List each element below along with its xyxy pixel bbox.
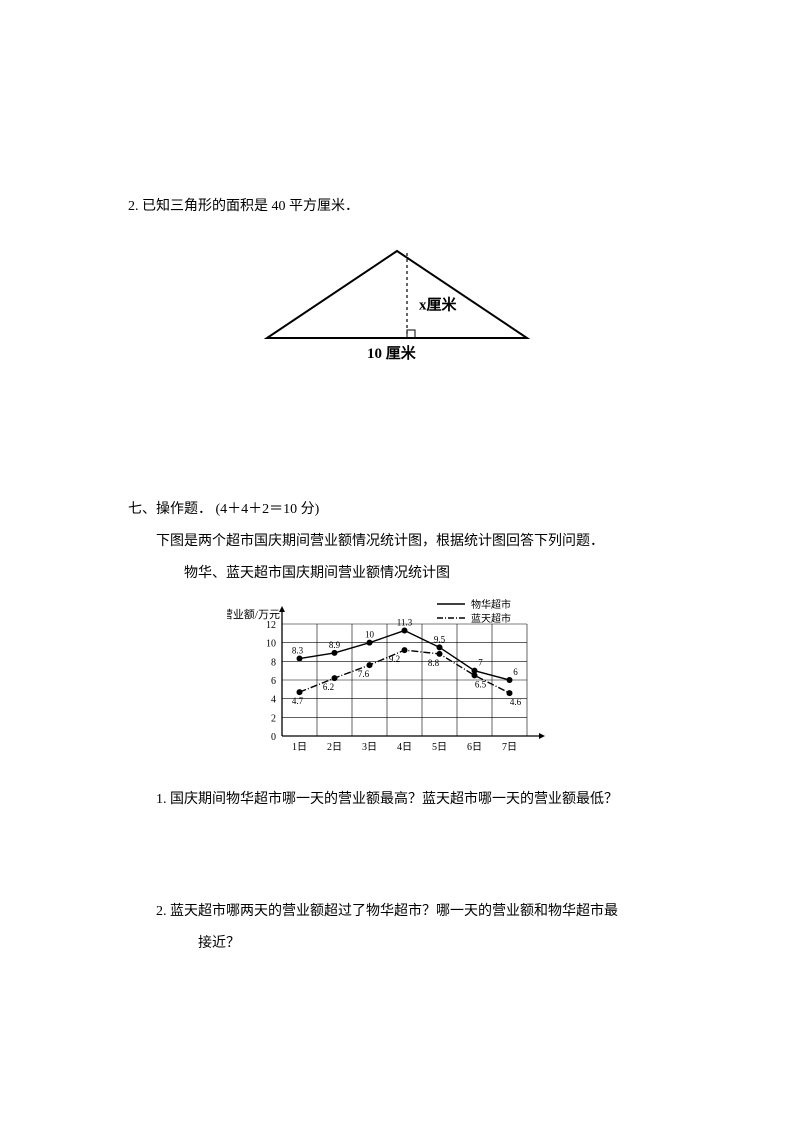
triangle-figure: x厘米 10 厘米 — [128, 243, 665, 378]
svg-text:4.7: 4.7 — [291, 696, 303, 706]
svg-text:2: 2 — [271, 713, 276, 724]
svg-text:10 厘米: 10 厘米 — [367, 344, 417, 362]
svg-text:4日: 4日 — [397, 742, 412, 753]
line-chart: 物华超市蓝天超市 营业额/万元 0 2 4 6 8 10 12 1日 2日 3日 4日 5日 6日 7日 8.3… — [227, 594, 567, 764]
svg-text:8.9: 8.9 — [328, 640, 340, 650]
section-7-header: 七、操作题． (4＋4＋2＝10 分) — [128, 498, 665, 518]
svg-text:4.6: 4.6 — [509, 697, 521, 707]
section-7-intro: 下图是两个超市国庆期间营业额情况统计图，根据统计图回答下列问题． — [128, 530, 665, 550]
question-2-line1: 2. 蓝天超市哪两天的营业额超过了物华超市？哪一天的营业额和物华超市最 — [128, 900, 665, 920]
svg-text:4: 4 — [271, 695, 276, 706]
page-content: 2. 已知三角形的面积是 40 平方厘米． x厘米 10 厘米 七、操作题． (4… — [0, 0, 793, 952]
question-1: 1. 国庆期间物华超市哪一天的营业额最高？蓝天超市哪一天的营业额最低？ — [128, 788, 665, 808]
svg-text:9.5: 9.5 — [433, 634, 445, 644]
chart-title: 物华、蓝天超市国庆期间营业额情况统计图 — [128, 562, 665, 582]
svg-text:7: 7 — [478, 658, 483, 668]
svg-text:物华超市: 物华超市 — [471, 598, 511, 611]
svg-text:x厘米: x厘米 — [419, 296, 458, 314]
svg-text:6.5: 6.5 — [474, 679, 486, 689]
chart-figure: 物华超市蓝天超市 营业额/万元 0 2 4 6 8 10 12 1日 2日 3日 4日 5日 6日 7日 8.3… — [128, 594, 665, 764]
svg-text:营业额/万元: 营业额/万元 — [227, 607, 280, 621]
question-2-line2: 接近？ — [128, 932, 665, 952]
svg-text:6日: 6日 — [467, 742, 482, 753]
svg-text:12: 12 — [266, 620, 276, 631]
svg-text:6: 6 — [271, 676, 276, 687]
svg-text:7.6: 7.6 — [357, 669, 369, 679]
svg-text:11.3: 11.3 — [396, 618, 412, 628]
svg-text:8: 8 — [271, 657, 276, 668]
svg-text:7日: 7日 — [502, 742, 517, 753]
svg-text:1日: 1日 — [292, 742, 307, 753]
svg-text:10: 10 — [266, 639, 276, 650]
svg-text:蓝天超市: 蓝天超市 — [471, 612, 511, 625]
svg-text:0: 0 — [271, 732, 276, 743]
svg-text:9.2: 9.2 — [388, 654, 399, 664]
svg-text:3日: 3日 — [362, 742, 377, 753]
svg-text:6: 6 — [513, 667, 518, 677]
svg-text:2日: 2日 — [327, 742, 342, 753]
svg-text:8.3: 8.3 — [291, 646, 303, 656]
svg-text:8.8: 8.8 — [427, 658, 439, 668]
svg-text:10: 10 — [365, 630, 375, 640]
svg-text:6.2: 6.2 — [322, 682, 333, 692]
triangle-diagram: x厘米 10 厘米 — [247, 243, 547, 378]
svg-text:5日: 5日 — [432, 742, 447, 753]
problem-2-text: 2. 已知三角形的面积是 40 平方厘米． — [128, 195, 665, 215]
